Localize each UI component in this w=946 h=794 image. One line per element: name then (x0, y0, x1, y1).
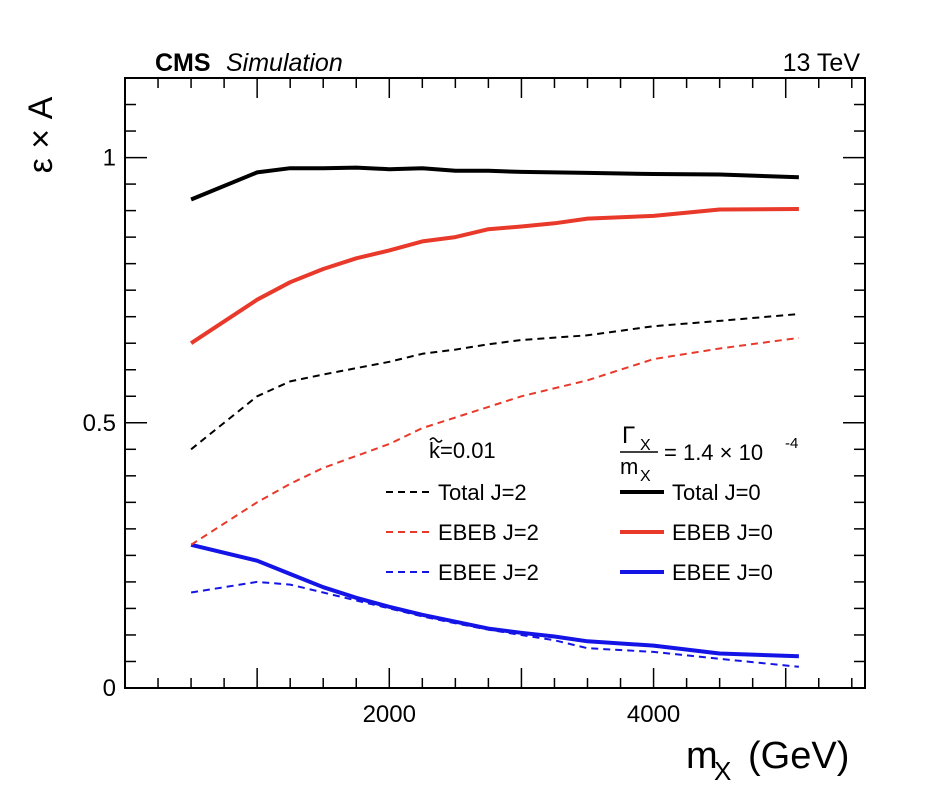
kappa-label: k=0.01 (429, 437, 496, 463)
legend-label: EBEB J=2 (438, 520, 539, 545)
series-ebeb-j-2 (190, 336, 800, 546)
legend-label: EBEE J=2 (438, 560, 539, 585)
series-ebeb-j-0 (189, 207, 799, 345)
x-axis-label-unit: (GeV) (748, 735, 849, 777)
legend-label: EBEE J=0 (672, 560, 773, 585)
axis-tick-labels: 2000 4000 0 0.5 1 (83, 145, 681, 728)
width-ratio-denominator-sub: X (640, 468, 651, 485)
kappa-tilde (429, 437, 443, 443)
x-axis-label-main: m (686, 735, 718, 777)
width-ratio-denominator: m (620, 454, 638, 479)
x-tick-label: 4000 (627, 701, 680, 728)
series-ebee-j-0 (190, 542, 799, 659)
x-tick-label: 2000 (363, 701, 416, 728)
experiment-label: CMS (155, 49, 211, 77)
width-ratio-numerator: Γ (622, 422, 635, 449)
x-axis-label-sub: X (714, 756, 731, 786)
series-layer (189, 165, 800, 668)
y-tick-label: 0 (103, 675, 116, 702)
legend-label: EBEB J=0 (672, 520, 773, 545)
series-total-j-2 (190, 313, 799, 451)
simulation-label: Simulation (226, 49, 343, 77)
energy-label: 13 TeV (783, 49, 861, 77)
y-tick-label: 0.5 (83, 410, 116, 437)
plot-frame (124, 77, 866, 689)
width-ratio-value: = 1.4 × 10 (664, 440, 763, 465)
legend-entries: Total J=2 EBEB J=2 EBEE J=2 Total J=0 EBEB J… (386, 480, 773, 585)
x-axis-label: m X (GeV) (686, 735, 849, 786)
y-tick-label: 1 (103, 145, 116, 172)
width-ratio-exponent: -4 (785, 435, 798, 452)
legend-label: Total J=2 (438, 480, 527, 505)
axis-ticks (125, 78, 865, 689)
series-ebee-j-2 (190, 580, 800, 668)
width-ratio-label: Γ X m X = 1.4 × 10 -4 (620, 422, 798, 485)
y-axis-label: ε × A (22, 96, 60, 173)
legend: k=0.01 Γ X m X = 1.4 × 10 -4 Total J=2 EB… (386, 422, 798, 585)
width-ratio-numerator-sub: X (640, 437, 651, 454)
legend-label: Total J=0 (672, 480, 761, 505)
series-total-j-0 (190, 165, 799, 202)
